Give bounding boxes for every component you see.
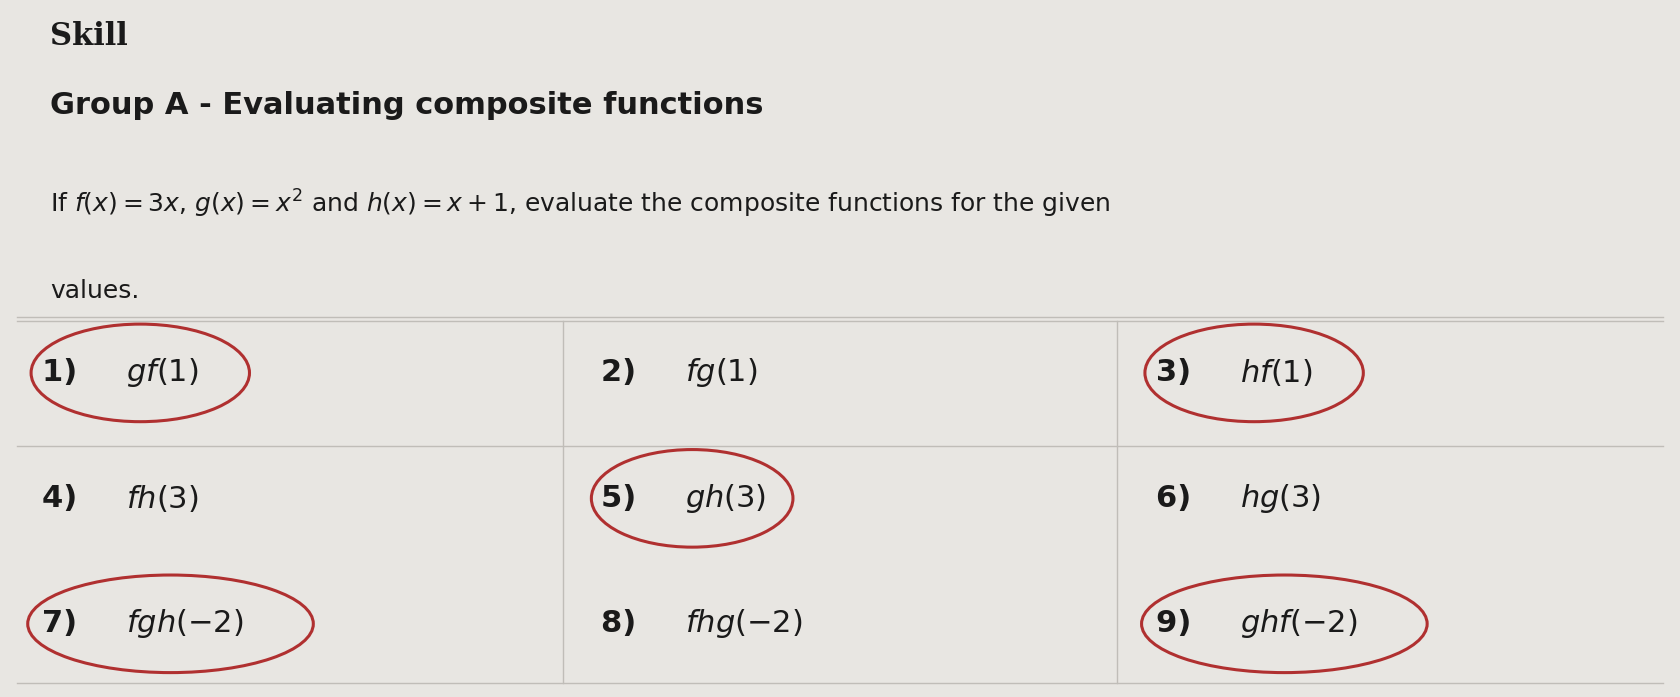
Text: 5): 5) xyxy=(601,484,647,513)
Text: 9): 9) xyxy=(1156,609,1201,638)
Text: 4): 4) xyxy=(42,484,87,513)
Text: $gf(1)$: $gf(1)$ xyxy=(126,356,198,390)
Text: 6): 6) xyxy=(1156,484,1201,513)
Text: $fgh(-2)$: $fgh(-2)$ xyxy=(126,607,244,641)
Text: $gh(3)$: $gh(3)$ xyxy=(685,482,766,515)
Text: $fg(1)$: $fg(1)$ xyxy=(685,356,758,390)
Text: 1): 1) xyxy=(42,358,87,388)
Text: Skill: Skill xyxy=(50,21,128,52)
Text: $fh(3)$: $fh(3)$ xyxy=(126,483,198,514)
Text: values.: values. xyxy=(50,279,139,302)
Text: Group A - Evaluating composite functions: Group A - Evaluating composite functions xyxy=(50,91,764,120)
Text: $hf(1)$: $hf(1)$ xyxy=(1240,358,1312,388)
Text: 2): 2) xyxy=(601,358,647,388)
Text: 3): 3) xyxy=(1156,358,1201,388)
Text: 7): 7) xyxy=(42,609,87,638)
Text: 8): 8) xyxy=(601,609,647,638)
Text: If $f(x) = 3x$, $g(x) = x^2$ and $h(x) = x + 1$, evaluate the composite function: If $f(x) = 3x$, $g(x) = x^2$ and $h(x) =… xyxy=(50,188,1110,220)
Text: $fhg(-2)$: $fhg(-2)$ xyxy=(685,607,803,641)
Text: $ghf(-2)$: $ghf(-2)$ xyxy=(1240,607,1357,641)
Text: $hg(3)$: $hg(3)$ xyxy=(1240,482,1320,515)
